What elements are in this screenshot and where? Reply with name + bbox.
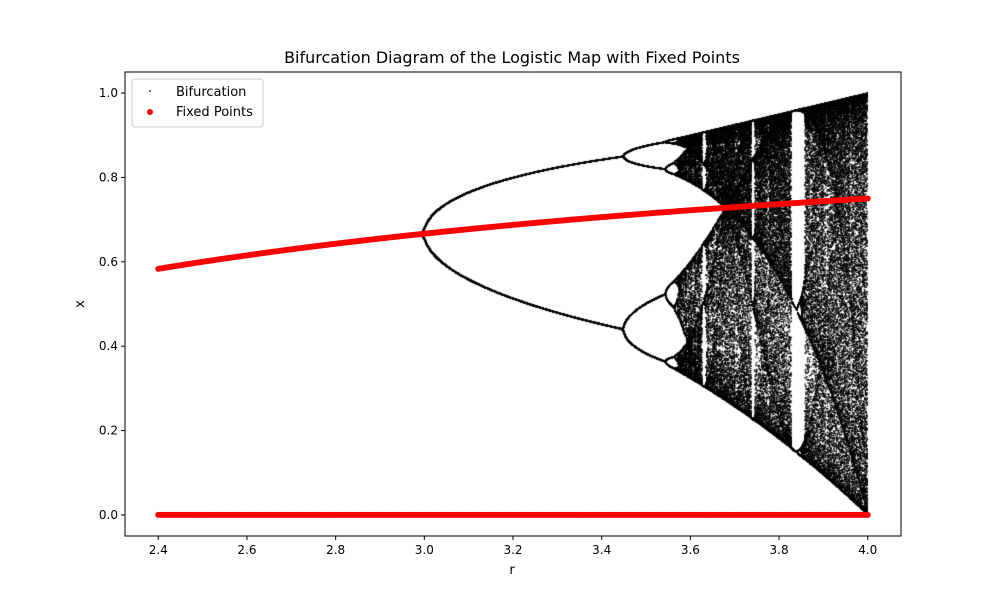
- legend-label-fixed-points: Fixed Points: [176, 105, 253, 120]
- x-tick-label: 3.0: [415, 543, 434, 557]
- x-tick-label: 2.8: [326, 543, 345, 557]
- y-tick-label: 0.6: [99, 255, 118, 269]
- legend-label-bifurcation: Bifurcation: [176, 85, 246, 100]
- y-tick-label: 0.4: [99, 339, 118, 353]
- x-tick-label: 3.4: [592, 543, 611, 557]
- fixed-point-marker: [864, 195, 871, 202]
- y-tick-label: 0.0: [99, 508, 118, 522]
- fixed-point-marker: [864, 511, 871, 518]
- y-tick-label: 1.0: [99, 86, 118, 100]
- x-tick-label: 3.6: [681, 543, 700, 557]
- x-tick-label: 4.0: [858, 543, 877, 557]
- x-tick-label: 3.8: [770, 543, 789, 557]
- y-tick-label: 0.2: [99, 424, 118, 438]
- legend: Bifurcation Fixed Points: [131, 78, 264, 128]
- x-axis-label: r: [509, 563, 515, 578]
- legend-marker-bifurcation: [149, 90, 151, 92]
- legend-box: [131, 78, 264, 128]
- x-tick-label: 2.4: [149, 543, 168, 557]
- x-tick-label: 3.2: [503, 543, 522, 557]
- bifurcation-layer: [125, 72, 901, 536]
- plot-area: [124, 71, 902, 537]
- chart-title: Bifurcation Diagram of the Logistic Map …: [284, 48, 740, 67]
- y-tick-label: 0.8: [99, 170, 118, 184]
- fixed-points-layer: [155, 195, 871, 518]
- legend-marker-fixed-points: [147, 109, 153, 115]
- x-tick-label: 2.6: [237, 543, 256, 557]
- x-axis: 2.4 2.6 2.8 3.0 3.2 3.4 3.6 3.8 4.0: [149, 536, 877, 557]
- y-axis-label: x: [73, 300, 88, 308]
- y-axis: 0.0 0.2 0.4 0.6 0.8 1.0: [99, 86, 125, 522]
